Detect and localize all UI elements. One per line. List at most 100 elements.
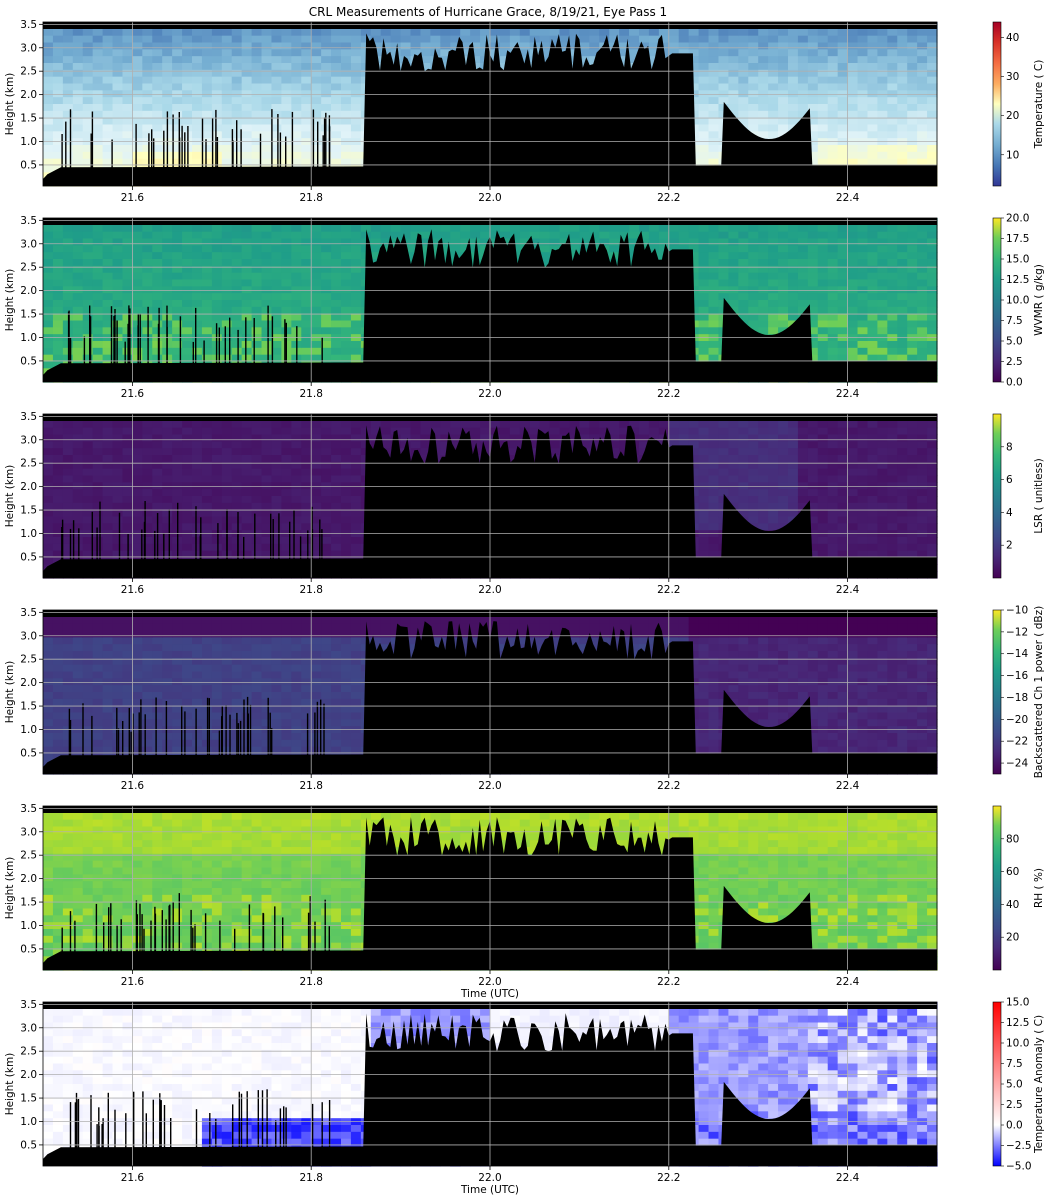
heat-cell	[62, 537, 74, 545]
heat-cell	[768, 97, 779, 105]
heat-cell	[82, 441, 94, 449]
heat-cell	[122, 516, 133, 524]
heat-cell	[231, 231, 243, 240]
heat-cell	[619, 56, 630, 64]
heat-cell	[877, 354, 888, 363]
heat-cell	[43, 557, 54, 565]
heat-cell	[788, 69, 799, 78]
heat-cell	[877, 293, 888, 301]
heat-cell	[142, 245, 153, 253]
cloud-spike	[65, 121, 67, 186]
heat-cell	[152, 104, 163, 112]
heat-cell	[221, 117, 233, 126]
heat-cell	[271, 265, 282, 274]
cloud-spike	[89, 316, 92, 382]
heat-cell	[758, 231, 769, 240]
heat-cell	[390, 231, 402, 240]
heat-cell	[172, 63, 183, 71]
heat-cell	[152, 347, 163, 356]
heat-cell	[122, 468, 133, 477]
heat-cell	[877, 76, 888, 85]
heat-cell	[519, 28, 531, 37]
heat-cell	[301, 320, 312, 328]
heat-cell	[867, 279, 878, 287]
heat-cell	[718, 231, 729, 240]
cloud-spike	[166, 111, 169, 186]
heat-cell	[221, 252, 233, 260]
heat-cell	[182, 245, 193, 253]
heat-cell	[211, 300, 223, 308]
heat-cell	[797, 252, 809, 260]
heat-cell	[579, 224, 590, 233]
heat-cell	[122, 117, 133, 126]
heat-cell	[281, 83, 292, 91]
heat-cell	[72, 550, 84, 559]
heat-cell	[778, 124, 789, 132]
heat-cell	[281, 272, 292, 281]
heat-cell	[341, 158, 352, 167]
heat-cell	[559, 28, 571, 37]
heat-cell	[917, 327, 928, 335]
heat-cell	[172, 354, 183, 363]
heat-cell	[172, 35, 183, 44]
heat-cell	[738, 300, 749, 308]
heat-cell	[172, 468, 183, 477]
heat-cell	[857, 259, 869, 267]
heat-cell	[291, 259, 302, 267]
panel-lsr: 21.6 21.8 22.0 22.2 22.40.51.01.52.02.53.03.…	[4, 411, 1045, 596]
heat-cell	[778, 238, 789, 246]
heat-cell	[509, 231, 521, 240]
heat-cell	[350, 327, 362, 335]
heat-cell	[43, 347, 54, 356]
heat-cell	[122, 231, 133, 240]
heat-cell	[192, 110, 203, 119]
heat-cell	[311, 69, 322, 78]
heat-cell	[152, 83, 163, 91]
heat-cell	[162, 441, 173, 449]
heat-cell	[311, 151, 322, 160]
heat-cell	[440, 231, 451, 240]
heat-cell	[211, 259, 223, 267]
heat-cell	[152, 468, 163, 477]
heat-cell	[847, 238, 859, 246]
heat-cell	[331, 245, 342, 253]
heat-cell	[748, 49, 759, 57]
heat-cell	[688, 56, 700, 64]
heat-cell	[331, 63, 342, 71]
heat-cell	[341, 245, 352, 253]
heat-cell	[152, 158, 163, 167]
heat-cell	[172, 327, 183, 335]
heat-cell	[201, 543, 213, 552]
heat-cell	[927, 259, 938, 267]
heat-cell	[281, 90, 292, 98]
heat-cell	[112, 279, 124, 287]
heat-cell	[927, 231, 938, 240]
heat-cell	[112, 516, 124, 524]
heat-cell	[927, 110, 938, 119]
heat-cell	[450, 42, 461, 50]
heat-cell	[281, 42, 292, 50]
heat-cell	[867, 158, 878, 167]
heat-cell	[261, 35, 273, 44]
heat-cell	[907, 110, 918, 119]
heat-cell	[917, 341, 928, 349]
heat-cell	[43, 165, 54, 173]
heat-cell	[311, 83, 322, 91]
heat-cell	[688, 35, 700, 44]
heat-cell	[708, 306, 720, 315]
colorbar-label: WVMR ( g/kg)	[1033, 264, 1045, 336]
heat-cell	[321, 293, 332, 301]
heat-cell	[221, 110, 233, 119]
heat-cell	[142, 69, 153, 78]
y-axis-label: Height (km)	[4, 73, 16, 136]
heat-cell	[172, 341, 183, 349]
heat-cell	[201, 49, 213, 57]
cloud-spike	[253, 318, 255, 382]
heat-cell	[350, 56, 362, 64]
heat-cell	[917, 286, 928, 294]
heat-cell	[698, 327, 710, 335]
heat-cell	[152, 496, 163, 504]
heat-cell	[857, 327, 869, 335]
heat-cell	[927, 151, 938, 160]
heat-cell	[321, 76, 332, 85]
